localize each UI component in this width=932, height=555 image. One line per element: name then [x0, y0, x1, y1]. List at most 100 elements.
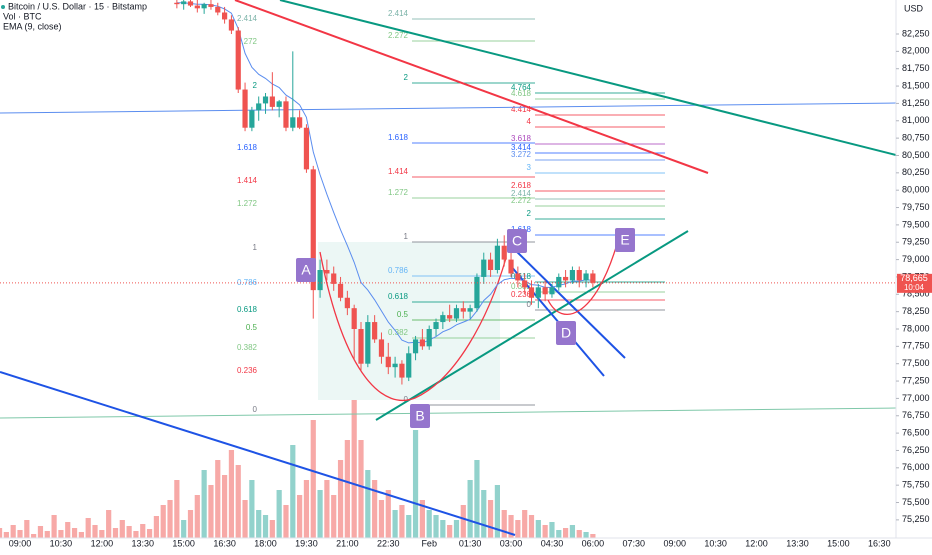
volume-bar [99, 530, 105, 538]
volume-bar [542, 525, 548, 538]
y-tick-label: 80,750 [902, 132, 930, 142]
candle-body [181, 1, 187, 5]
candle-body [399, 363, 405, 378]
volume-bar [133, 531, 139, 538]
volume-bar [453, 520, 460, 538]
pattern-label: E [620, 232, 629, 248]
fib-label: 2.414 [237, 14, 258, 23]
candle-body [290, 117, 296, 128]
candle-body [481, 259, 487, 277]
volume-bar [44, 531, 50, 538]
volume-bar [426, 510, 432, 538]
volume-bar [303, 480, 310, 538]
status-dot [1, 5, 5, 9]
candle-body [453, 308, 460, 319]
fib-label: 2.414 [388, 9, 409, 18]
fib-label: 0.382 [237, 343, 258, 352]
fib-label: 3.272 [511, 150, 532, 159]
trend-line [0, 371, 516, 536]
volume-bar [324, 480, 330, 538]
candle-body [542, 287, 548, 295]
candle-body [365, 322, 371, 364]
y-tick-label: 77,500 [902, 358, 930, 368]
volume-bar [358, 440, 364, 538]
volume-bar [222, 475, 228, 538]
y-tick-label: 78,000 [902, 323, 930, 333]
y-tick-label: 80,500 [902, 150, 930, 160]
candle-body [522, 280, 528, 288]
pattern-layer: A B C D E [0, 228, 896, 428]
x-tick-label: 18:00 [254, 538, 277, 548]
y-tick-label: 81,500 [902, 80, 930, 90]
fib-label: 1.618 [237, 143, 258, 152]
volume-bar [31, 534, 37, 538]
trend-line [375, 230, 689, 421]
y-tick-label: 78,500 [902, 289, 930, 299]
fib-label: 1.618 [388, 133, 409, 142]
y-tick-label: 80,250 [902, 167, 930, 177]
volume-bar [140, 524, 146, 538]
candle-body [412, 339, 419, 354]
trend-line [509, 244, 626, 359]
volume-bar [65, 522, 71, 538]
volume-bar [372, 480, 378, 538]
volume-bar [549, 522, 555, 538]
candle-body [378, 339, 385, 357]
candle-body [515, 273, 521, 281]
pattern-point [615, 228, 635, 252]
volume-bar [433, 515, 439, 538]
fib-label: 2 [253, 81, 258, 90]
y-tick-label: 76,750 [902, 410, 930, 420]
volume-bar [337, 460, 344, 538]
trend-line [0, 407, 896, 419]
candle-body [201, 4, 207, 9]
candle-body [406, 353, 412, 378]
candle-body [256, 103, 262, 111]
x-tick-label: 13:30 [786, 538, 809, 548]
pattern-label: B [415, 408, 424, 424]
candle-body [337, 283, 344, 298]
x-tick-label: 15:00 [827, 538, 850, 548]
x-tick-label: 03:00 [500, 538, 523, 548]
volume-bar [126, 526, 132, 538]
y-tick-label: 79,000 [902, 254, 930, 264]
trend-line [279, 0, 896, 156]
volume-bar [256, 510, 262, 538]
volume-bar [235, 465, 241, 538]
candle-body [392, 363, 398, 368]
volume-bar [85, 518, 91, 538]
volume-bar [187, 510, 194, 538]
volume-bar [310, 420, 316, 538]
volume-bar [215, 460, 221, 538]
fib-label: 3.618 [511, 134, 532, 143]
volume-bar [51, 515, 57, 538]
y-tick-label: 77,750 [902, 341, 930, 351]
y-tick-label: 75,500 [902, 497, 930, 507]
volume-bar [460, 505, 466, 538]
volume-bar [399, 505, 405, 538]
candle-body [419, 339, 425, 347]
pattern-point [507, 229, 527, 253]
fib-label: 0.5 [397, 310, 409, 319]
countdown-label: 10:04 [904, 283, 925, 292]
volume-bar [3, 532, 9, 538]
candle-body [310, 169, 316, 291]
volume-bar [92, 525, 98, 538]
pattern-point [556, 321, 576, 345]
fib-label: 4.414 [511, 105, 532, 114]
volume-bar [508, 515, 514, 538]
volume-bar [37, 526, 44, 538]
last-price-label: 78,665 [900, 273, 928, 283]
plot-area: 2.4142.27221.6181.4141.27210.7860.6180.5… [0, 0, 896, 538]
volume-bar [160, 505, 166, 538]
x-tick-label: 22:30 [377, 538, 400, 548]
fib-label: 0.786 [388, 266, 409, 275]
y-tick-label: 80,000 [902, 185, 930, 195]
fib-label: 0.786 [237, 278, 258, 287]
x-tick-label: Feb [421, 538, 437, 548]
fib-label: 2 [404, 73, 409, 82]
volume-bar [583, 532, 589, 538]
candle-body [262, 96, 269, 104]
fib-label: 1.414 [388, 167, 409, 176]
candle-body [297, 117, 303, 128]
